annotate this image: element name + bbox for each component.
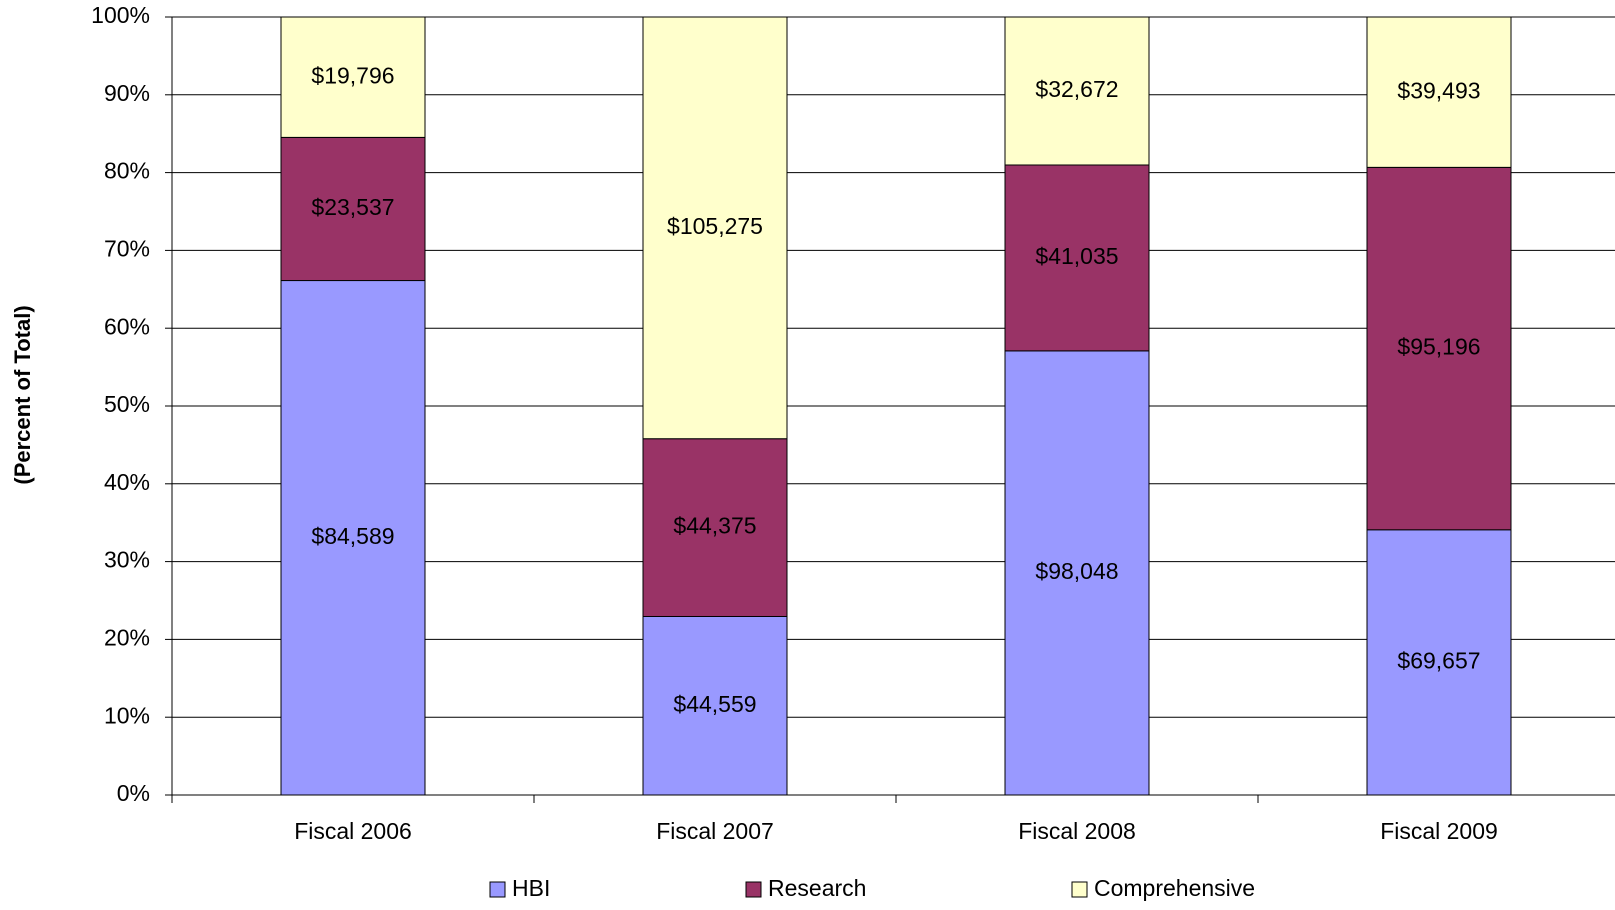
data-label: $44,375 <box>673 513 756 539</box>
y-tick-label: 40% <box>104 469 150 495</box>
bar-segment <box>1004 16 1150 166</box>
x-tick-label: Fiscal 2008 <box>1018 818 1136 844</box>
legend-label: Research <box>768 875 866 901</box>
bar-segment <box>642 438 788 617</box>
x-tick-label: Fiscal 2009 <box>1380 818 1498 844</box>
legend-swatch <box>1071 881 1088 898</box>
bar-segment <box>280 280 426 796</box>
y-tick-label: 60% <box>104 313 150 339</box>
data-label: $98,048 <box>1035 558 1118 584</box>
data-label: $19,796 <box>311 62 394 88</box>
bar-segment <box>642 16 788 440</box>
bar-segment <box>642 615 788 796</box>
data-label: $84,589 <box>311 523 394 549</box>
y-tick-label: 100% <box>91 2 150 28</box>
legend-label: HBI <box>512 875 550 901</box>
bar-segment <box>280 136 426 282</box>
bar-segment <box>1366 166 1512 531</box>
y-tick-label: 0% <box>117 780 150 806</box>
y-tick-label: 20% <box>104 624 150 650</box>
data-label: $105,275 <box>667 213 763 239</box>
y-tick-label: 30% <box>104 547 150 573</box>
legend-swatch <box>489 881 506 898</box>
y-axis-label: (Percent of Total) <box>10 305 35 484</box>
y-tick-label: 80% <box>104 158 150 184</box>
legend-swatch <box>745 881 762 898</box>
data-label: $32,672 <box>1035 76 1118 102</box>
legend-label: Comprehensive <box>1094 875 1255 901</box>
data-label: $69,657 <box>1397 647 1480 673</box>
bar-segment <box>1004 164 1150 352</box>
data-label: $23,537 <box>311 194 394 220</box>
data-label: $44,559 <box>673 691 756 717</box>
y-tick-label: 10% <box>104 702 150 728</box>
bar-segment <box>1366 16 1512 168</box>
data-label: $39,493 <box>1397 77 1480 103</box>
y-tick-label: 70% <box>104 235 150 261</box>
data-label: $95,196 <box>1397 334 1480 360</box>
y-tick-label: 90% <box>104 80 150 106</box>
data-label: $41,035 <box>1035 243 1118 269</box>
bar-segment <box>280 16 426 138</box>
bar-segment <box>1004 350 1150 796</box>
x-tick-label: Fiscal 2007 <box>656 818 774 844</box>
y-tick-label: 50% <box>104 391 150 417</box>
x-tick-label: Fiscal 2006 <box>294 818 412 844</box>
